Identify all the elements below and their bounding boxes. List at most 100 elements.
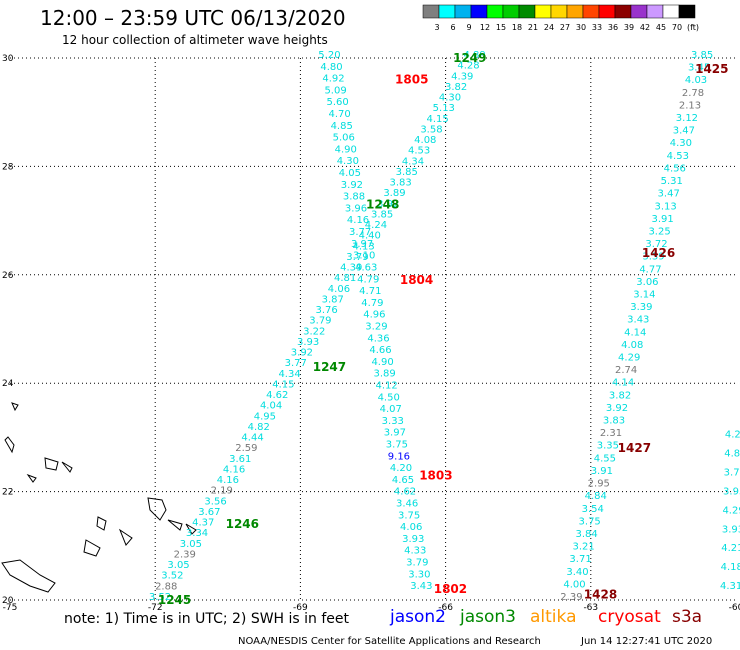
wave-height-value: 3.89 — [373, 369, 395, 380]
wave-height-value: 3.89 — [383, 188, 405, 199]
pass-time-label: 1805 — [395, 73, 428, 87]
scale-swatch — [630, 4, 648, 19]
scale-label: 33 — [592, 23, 602, 32]
scale-swatch — [502, 4, 520, 19]
wave-height-value: 3.13 — [655, 201, 677, 212]
pass-time-label: 1247 — [313, 360, 346, 374]
wave-height-value: 3.39 — [642, 252, 664, 263]
wave-height-value: 4.71 — [359, 286, 381, 297]
wave-height-value: 3.56 — [204, 496, 226, 507]
wave-height-value: 4.39 — [340, 263, 362, 274]
wave-height-value: 3.93 — [722, 524, 740, 535]
scale-label: (ft) — [687, 23, 699, 32]
wave-height-value: 4.30 — [337, 156, 359, 167]
wave-height-value: 3.43 — [410, 581, 432, 592]
wave-height-value: 4.30 — [439, 93, 461, 104]
y-tick-label: 28 — [2, 162, 14, 172]
wave-height-value: 4.62 — [266, 390, 288, 401]
wave-height-value: 4.07 — [380, 404, 402, 415]
coastline — [147, 497, 167, 521]
scale-swatch — [454, 4, 472, 19]
wave-height-value: 3.95 — [723, 486, 740, 497]
wave-height-value: 4.28 — [457, 61, 479, 72]
mission-legend-cryosat: cryosat — [598, 607, 661, 627]
pass-time-label: 1246 — [226, 517, 259, 531]
wave-height-value: 3.58 — [420, 124, 442, 135]
scale-label: 27 — [560, 23, 570, 32]
wave-height-value: 3.82 — [609, 390, 631, 401]
wave-height-value: 2.39 — [560, 592, 582, 603]
wave-height-value: 2.13 — [679, 100, 701, 111]
wave-height-value: 4.55 — [594, 453, 616, 464]
wave-height-value: 3.77 — [724, 467, 740, 478]
wave-height-value: 2.78 — [682, 88, 704, 99]
y-tick-label: 30 — [2, 54, 14, 64]
wave-height-value: 3.45 — [688, 63, 710, 74]
wave-height-value: 4.66 — [369, 345, 391, 356]
wave-height-value: 4.21 — [725, 429, 740, 440]
wave-height-value: 4.44 — [241, 433, 263, 444]
page-title: 12:00 – 23:59 UTC 06/13/2020 — [40, 6, 346, 30]
wave-height-value: 3.46 — [396, 499, 418, 510]
pass-time-label: 1802 — [434, 582, 467, 596]
coastline — [83, 539, 101, 557]
wave-height-value: 3.93 — [297, 337, 319, 348]
wave-height-value: 3.54 — [582, 504, 604, 515]
wave-height-value: 3.30 — [408, 569, 430, 580]
pass-time-label: 1426 — [642, 246, 675, 260]
wave-height-value: 3.91 — [591, 466, 613, 477]
scale-swatch — [598, 4, 616, 19]
pass-time-label: 1803 — [419, 468, 452, 482]
wave-height-value: 4.14 — [612, 378, 634, 389]
wave-height-value: 3.77 — [285, 358, 307, 369]
x-tick-label: -60 — [729, 603, 740, 613]
wave-height-value: 3.83 — [603, 416, 625, 427]
wave-height-value: 4.24 — [365, 220, 387, 231]
wave-height-value: 4.79 — [357, 274, 379, 285]
scale-swatch — [422, 4, 440, 19]
wave-height-value: 4.14 — [624, 327, 646, 338]
wave-height-value: 3.61 — [229, 454, 251, 465]
wave-height-value: 3.79 — [346, 252, 368, 263]
pass-time-label: 1245 — [158, 593, 191, 607]
wave-height-value: 3.96 — [345, 203, 367, 214]
wave-height-value: 4.82 — [248, 422, 270, 433]
wave-height-value: 4.00 — [563, 579, 585, 590]
wave-height-value: 3.77 — [349, 227, 371, 238]
wave-height-value: 4.90 — [371, 357, 393, 368]
page-subtitle: 12 hour collection of altimeter wave hei… — [62, 33, 328, 47]
wave-height-value: 3.88 — [343, 192, 365, 203]
pass-time-label: 1249 — [453, 51, 486, 65]
scale-swatch — [678, 4, 696, 19]
wave-height-value: 3.71 — [569, 554, 591, 565]
wave-height-value: 3.25 — [648, 226, 670, 237]
wave-height-value: 5.20 — [318, 50, 340, 61]
wave-height-value: 2.74 — [615, 365, 637, 376]
coastline — [61, 461, 73, 473]
wave-height-value: 4.29 — [618, 353, 640, 364]
wave-height-value: 3.06 — [636, 277, 658, 288]
pass-time-label: 1427 — [618, 441, 651, 455]
wave-height-value: 5.09 — [324, 85, 346, 96]
wave-height-value: 3.92 — [291, 348, 313, 359]
wave-height-value: 4.08 — [414, 135, 436, 146]
wave-height-value: 4.70 — [329, 109, 351, 120]
pass-time-label: 1804 — [400, 273, 433, 287]
wave-height-value: 3.75 — [386, 440, 408, 451]
wave-height-value: 4.79 — [361, 298, 383, 309]
coastline — [185, 523, 197, 535]
wave-height-value: 4.81 — [334, 273, 356, 284]
x-tick-label: -72 — [148, 603, 163, 613]
wave-height-value: 4.80 — [320, 62, 342, 73]
wave-height-value: 4.56 — [664, 163, 686, 174]
wave-height-value: 3.83 — [389, 178, 411, 189]
y-tick-label: 22 — [2, 488, 13, 498]
wave-height-value: 3.29 — [365, 321, 387, 332]
wave-height-value: 3.76 — [315, 305, 337, 316]
note-text: note: 1) Time is in UTC; 2) SWH is in fe… — [64, 611, 350, 627]
wave-height-value: 4.20 — [390, 463, 412, 474]
wave-height-value: 4.16 — [347, 215, 369, 226]
wave-height-value: 4.53 — [667, 151, 689, 162]
wave-height-value: 4.40 — [359, 231, 381, 242]
scale-swatch — [470, 4, 488, 19]
